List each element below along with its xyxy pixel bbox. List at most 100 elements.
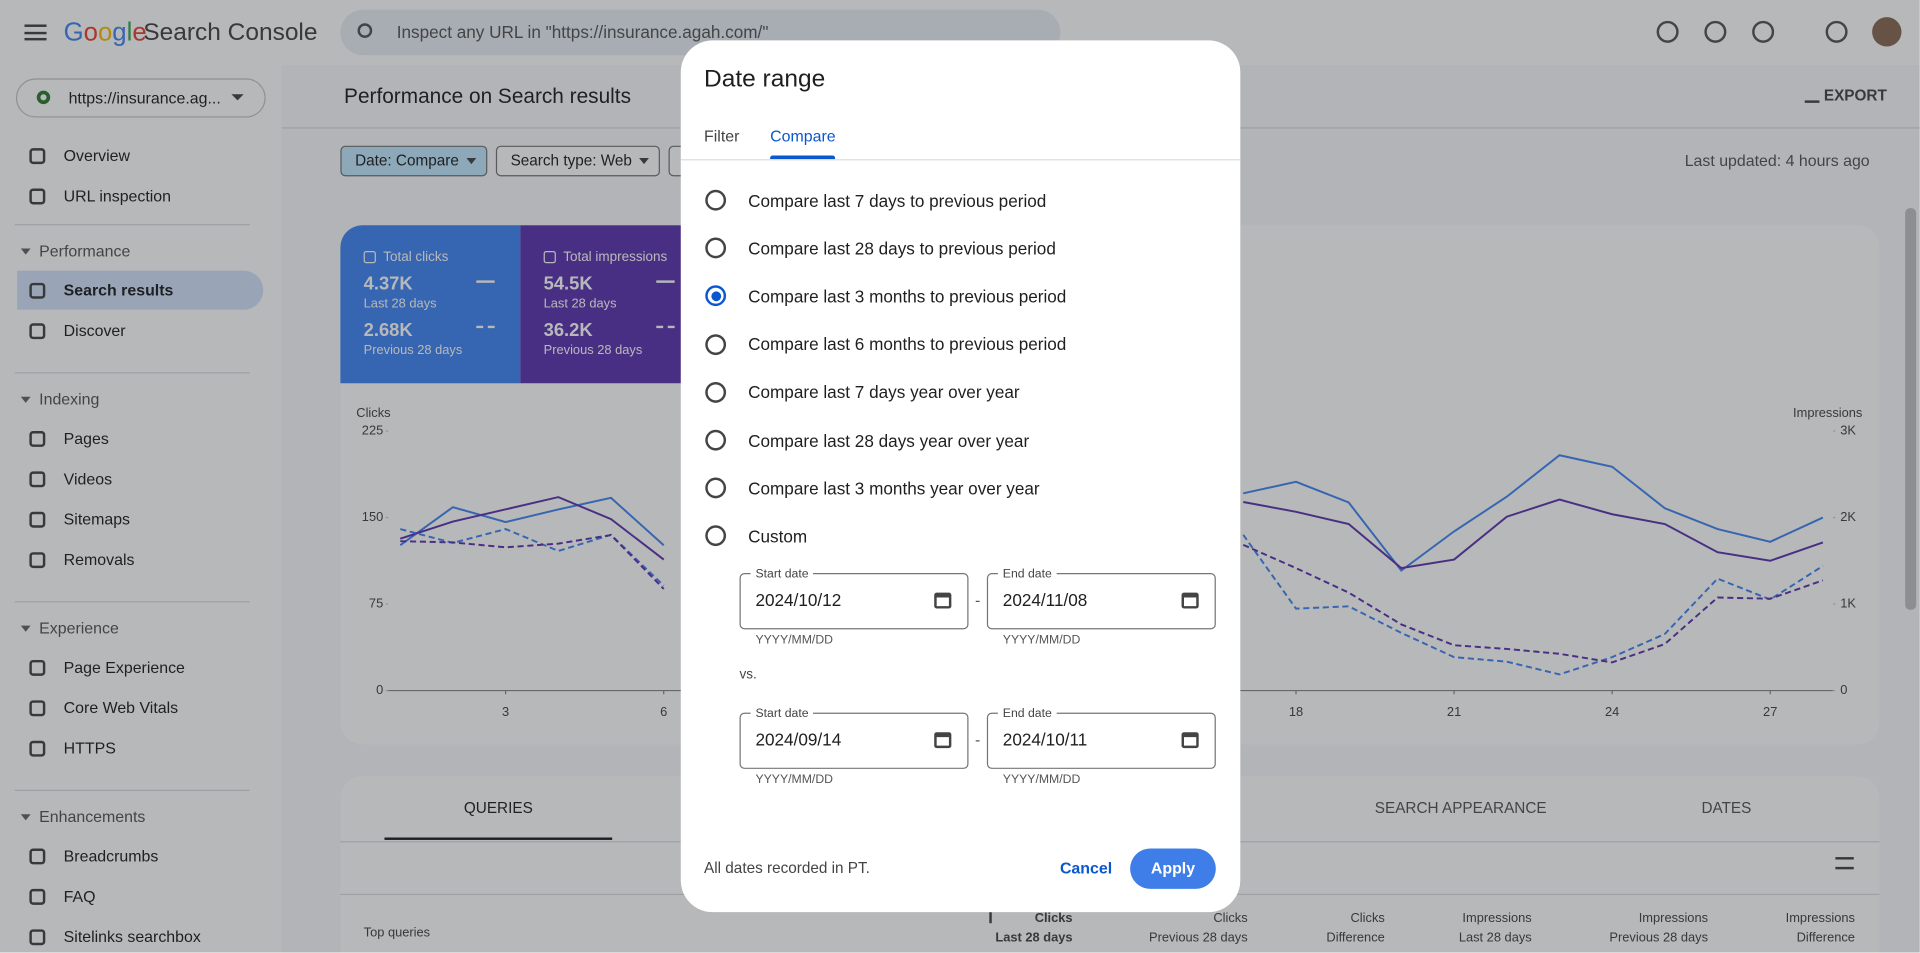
nav-item[interactable]: Breadcrumbs [63,847,159,866]
nav-item[interactable]: Search results [63,280,174,300]
y2-tick-label: 1K [1840,595,1856,610]
radio-label[interactable]: Compare last 6 months to previous period [748,334,1067,354]
column-header-sub[interactable]: Last 28 days [1458,930,1532,946]
nav-icon [29,322,46,339]
radio[interactable] [705,477,727,499]
property-url: https://insurance.ag... [68,88,221,108]
radio[interactable] [705,381,727,403]
nav-item[interactable]: Overview [63,146,131,165]
nav-icon [29,848,46,865]
property-icon [36,90,51,105]
table-tab[interactable]: QUERIES [463,799,533,817]
menu-icon-mid [24,31,47,34]
nav-divider [14,790,250,792]
column-header[interactable]: Clicks [1034,910,1073,926]
nav-item[interactable]: Page Experience [63,658,185,677]
nav-selected [17,270,264,310]
filter-chip[interactable] [340,145,488,177]
date-field[interactable] [739,712,969,769]
nav-caret [20,397,31,404]
dialog-tab[interactable]: Compare [770,126,836,146]
radio-label[interactable]: Custom [748,526,808,546]
radio-label[interactable]: Compare last 3 months to previous period [748,286,1067,306]
column-header-sub[interactable]: Difference [1796,930,1855,946]
nav-item[interactable]: Pages [63,429,109,448]
export-button[interactable]: EXPORT [1823,86,1887,105]
calendar-icon[interactable] [1181,732,1199,749]
nav-icon [29,148,46,165]
column-header[interactable]: Impressions [1638,910,1709,926]
menu-icon[interactable] [24,24,47,41]
column-header-sub[interactable]: Last 28 days [995,930,1073,946]
date-hint: YYYY/MM/DD [1002,773,1081,787]
header-icon[interactable] [1704,20,1727,43]
radio[interactable] [705,285,727,307]
nav-item[interactable]: Removals [63,549,135,569]
table-tab[interactable]: SEARCH APPEARANCE [1374,799,1547,817]
metric-checkbox [363,251,376,264]
side-bar [0,64,282,953]
column-header[interactable]: Impressions [1462,910,1532,926]
nav-section[interactable]: Experience [39,619,119,638]
column-header[interactable]: Impressions [1785,910,1855,926]
radio-label[interactable]: Compare last 28 days year over year [748,430,1030,450]
column-header[interactable]: Clicks [1213,910,1248,926]
date-field-value: 2024/09/14 [755,729,842,750]
dialog-tab[interactable]: Filter [704,126,740,146]
calendar-icon[interactable] [934,592,952,609]
header-icon[interactable] [1752,20,1775,43]
radio[interactable] [705,189,727,211]
date-field-value: 2024/11/08 [1002,590,1088,610]
y-tick-label: 150 [362,509,383,524]
nav-item[interactable]: FAQ [63,887,96,906]
nav-item[interactable]: Videos [63,469,113,489]
radio[interactable] [705,429,727,451]
nav-item[interactable]: Sitelinks searchbox [63,927,201,946]
nav-item[interactable]: Discover [63,321,126,340]
column-header-sub[interactable]: Previous 28 days [1609,930,1709,946]
radio-label[interactable]: Compare last 28 days to previous period [748,238,1056,258]
apply-label[interactable]: Apply [1150,858,1196,878]
nav-section[interactable]: Performance [39,241,131,261]
nav-icon [29,511,46,528]
metric-previous-label: Previous 28 days [543,342,643,358]
nav-icon [29,660,46,677]
table-tab[interactable]: DATES [1701,799,1752,817]
chip-caret [466,157,477,165]
nav-item[interactable]: Core Web Vitals [63,698,179,717]
radio[interactable] [705,237,727,259]
radio-label[interactable]: Compare last 3 months year over year [748,478,1040,498]
nav-section[interactable]: Indexing [39,390,100,409]
radio[interactable] [705,525,727,547]
date-field[interactable] [986,712,1216,769]
range-separator: - [975,590,981,610]
avatar[interactable] [1872,17,1902,47]
filter-chip-label: Search type: Web [510,151,632,169]
nav-item[interactable]: Sitemaps [63,509,131,529]
header-icon[interactable] [1656,20,1679,43]
radio-label[interactable]: Compare last 7 days to previous period [748,190,1047,210]
apply-button[interactable] [1130,848,1216,889]
cancel-button[interactable]: Cancel [1059,858,1113,878]
date-field[interactable] [739,573,969,630]
calendar-icon[interactable] [1181,592,1199,609]
column-header-sub[interactable]: Previous 28 days [1149,930,1248,946]
property-select[interactable] [15,78,266,118]
filter-rows-icon[interactable] [1835,857,1854,870]
nav-section[interactable]: Enhancements [39,807,146,827]
series-line [400,534,1824,664]
nav-item[interactable]: HTTPS [63,738,116,757]
column-header-sub[interactable]: Difference [1326,930,1385,946]
nav-item[interactable]: URL inspection [63,186,172,206]
radio-label[interactable]: Compare last 7 days year over year [748,382,1020,402]
date-field[interactable] [986,573,1216,630]
column-header[interactable]: Clicks [1350,910,1385,926]
filter-chip[interactable] [495,145,660,177]
radio[interactable] [705,333,727,355]
calendar-icon[interactable] [934,732,952,749]
x-tick-label: 27 [1763,704,1777,719]
date-hint: YYYY/MM/DD [1002,633,1081,648]
date-hint: YYYY/MM/DD [755,633,834,648]
header-icon[interactable] [1825,20,1848,43]
